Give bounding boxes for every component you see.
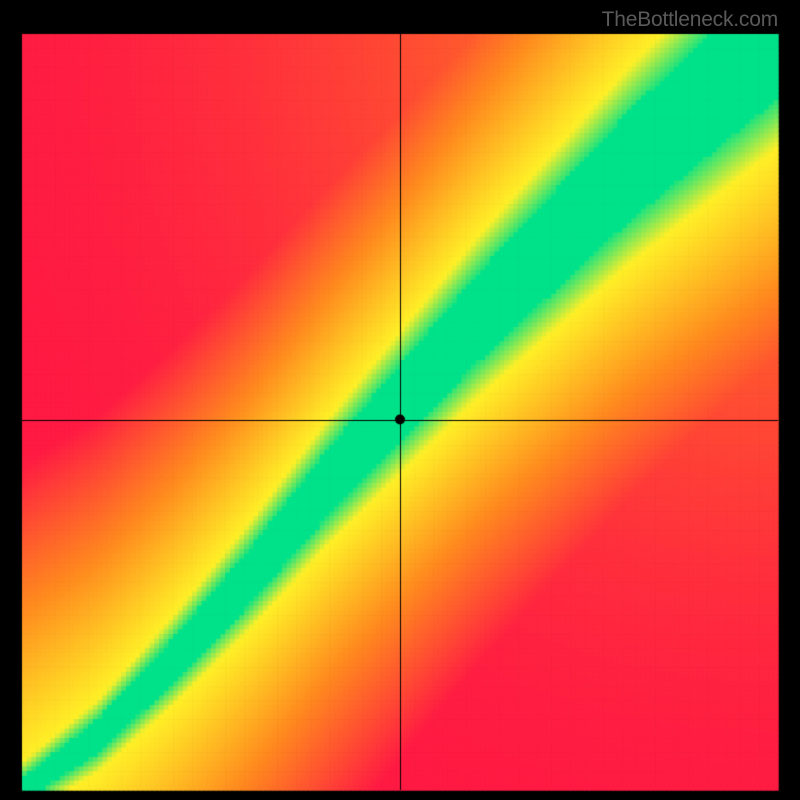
watermark-text: TheBottleneck.com [602, 8, 778, 32]
heatmap-canvas [0, 0, 800, 800]
chart-container: TheBottleneck.com [0, 0, 800, 800]
